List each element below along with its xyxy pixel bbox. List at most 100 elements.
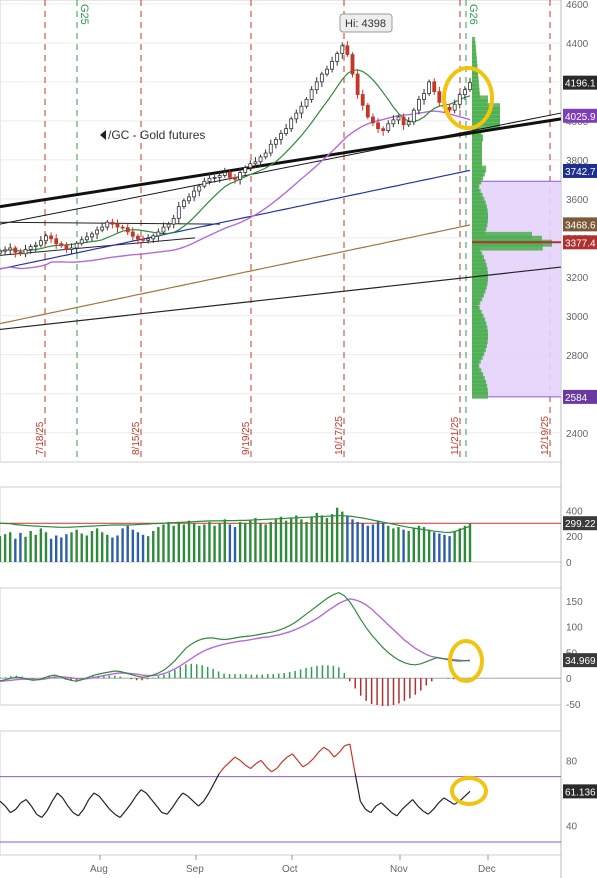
profile-bar xyxy=(472,52,477,60)
candle-body xyxy=(330,61,334,70)
vol-tick-label: 200 xyxy=(566,532,583,543)
rsi-segment xyxy=(291,753,299,761)
volume-bar xyxy=(264,524,267,562)
profile-bar xyxy=(472,40,476,48)
rsi-segment xyxy=(448,800,455,805)
profile-bar xyxy=(472,391,488,399)
volume-bar xyxy=(141,534,145,562)
rsi-segment xyxy=(88,792,95,800)
volume-bar xyxy=(244,523,247,562)
volume-bar xyxy=(407,530,410,562)
profile-bar xyxy=(472,356,481,364)
profile-bar xyxy=(472,122,500,130)
macd-tick-label: 100 xyxy=(566,623,583,634)
rsi-segment xyxy=(25,799,32,807)
volume-bar xyxy=(116,535,119,562)
rsi-segment xyxy=(83,799,90,810)
price-tick-label: 3200 xyxy=(566,273,589,284)
volume-bar xyxy=(238,521,242,562)
profile-bar xyxy=(472,344,486,352)
price-tick-label: 2400 xyxy=(566,429,589,440)
profile-bar xyxy=(472,212,488,220)
trendline-thin xyxy=(0,112,562,225)
candle-body xyxy=(468,82,472,91)
profile-bar xyxy=(472,79,479,87)
candle-body xyxy=(222,172,227,176)
profile-bar xyxy=(472,231,533,239)
candle-body xyxy=(432,81,437,93)
profile-bar xyxy=(472,333,488,341)
candles xyxy=(0,41,472,258)
volume-bar xyxy=(213,525,216,562)
rsi-segment xyxy=(177,792,184,800)
volume-bar xyxy=(397,527,400,562)
rsi-segment xyxy=(245,764,251,770)
volume-bar xyxy=(320,515,324,562)
vol-tag-bg xyxy=(563,516,597,531)
volume-bar xyxy=(310,516,313,562)
price-tag-bg xyxy=(563,75,597,90)
profile-bar xyxy=(472,243,543,251)
profile-bar xyxy=(472,368,482,376)
rsi-segment xyxy=(10,808,16,814)
profile-bar xyxy=(472,56,477,64)
candle-body xyxy=(233,176,237,180)
rsi-segment xyxy=(349,743,356,774)
profile-bar xyxy=(472,383,488,391)
profile-bar xyxy=(472,302,479,310)
volume-bar xyxy=(208,521,211,562)
candle-body xyxy=(23,249,28,255)
profile-bar xyxy=(472,75,479,83)
volume-bar xyxy=(351,519,354,562)
candle-body xyxy=(355,73,360,95)
volume-bar xyxy=(402,529,405,562)
ma-50-line xyxy=(0,110,471,270)
volume-bar xyxy=(284,520,288,562)
rsi-segment xyxy=(375,802,382,807)
candle-body xyxy=(427,81,432,94)
volume-bar xyxy=(325,518,329,562)
candle-body xyxy=(406,121,411,126)
candle-body xyxy=(263,152,268,158)
profile-bar xyxy=(472,286,486,294)
event-date-label: 8/15/25 xyxy=(131,421,142,455)
volume-bar xyxy=(106,534,109,562)
macd-tag-label: 34.969 xyxy=(565,656,596,667)
candle-body xyxy=(401,116,406,126)
volume-bar xyxy=(443,534,446,562)
rsi-segment xyxy=(312,751,320,760)
candle-body xyxy=(120,226,125,229)
candle-body xyxy=(279,133,283,140)
price-tag-bg xyxy=(563,217,597,232)
volume-bar xyxy=(376,520,380,562)
candle-body xyxy=(314,81,319,91)
event-date-label: 10/17/25 xyxy=(334,416,345,455)
rsi-segment xyxy=(4,805,11,813)
event-green-label: G25 xyxy=(78,4,90,25)
rsi-segment xyxy=(57,792,64,799)
month-label: Nov xyxy=(390,864,408,875)
profile-bar xyxy=(472,313,484,321)
volume-bar xyxy=(269,521,272,562)
profile-bar xyxy=(472,372,484,380)
rsi-segment xyxy=(386,807,393,814)
candle-body xyxy=(156,231,161,237)
price-tag-bg xyxy=(563,235,597,250)
rsi-segment xyxy=(218,766,226,774)
candle-body xyxy=(38,240,43,246)
profile-bar xyxy=(472,142,482,150)
pane-frame-2 xyxy=(0,587,562,706)
candle-body xyxy=(294,112,299,120)
rsi-segment xyxy=(302,763,309,768)
rsi-segment xyxy=(208,782,215,794)
candle-body xyxy=(319,73,324,83)
volume-bar xyxy=(341,511,344,562)
macd-signal-line xyxy=(0,598,470,682)
rsi-segment xyxy=(464,790,471,797)
profile-bar xyxy=(472,60,478,68)
rsi-segment xyxy=(161,812,168,815)
pane-frame-0 xyxy=(0,0,562,463)
profile-bar xyxy=(472,282,487,290)
volume-bar xyxy=(361,523,364,562)
